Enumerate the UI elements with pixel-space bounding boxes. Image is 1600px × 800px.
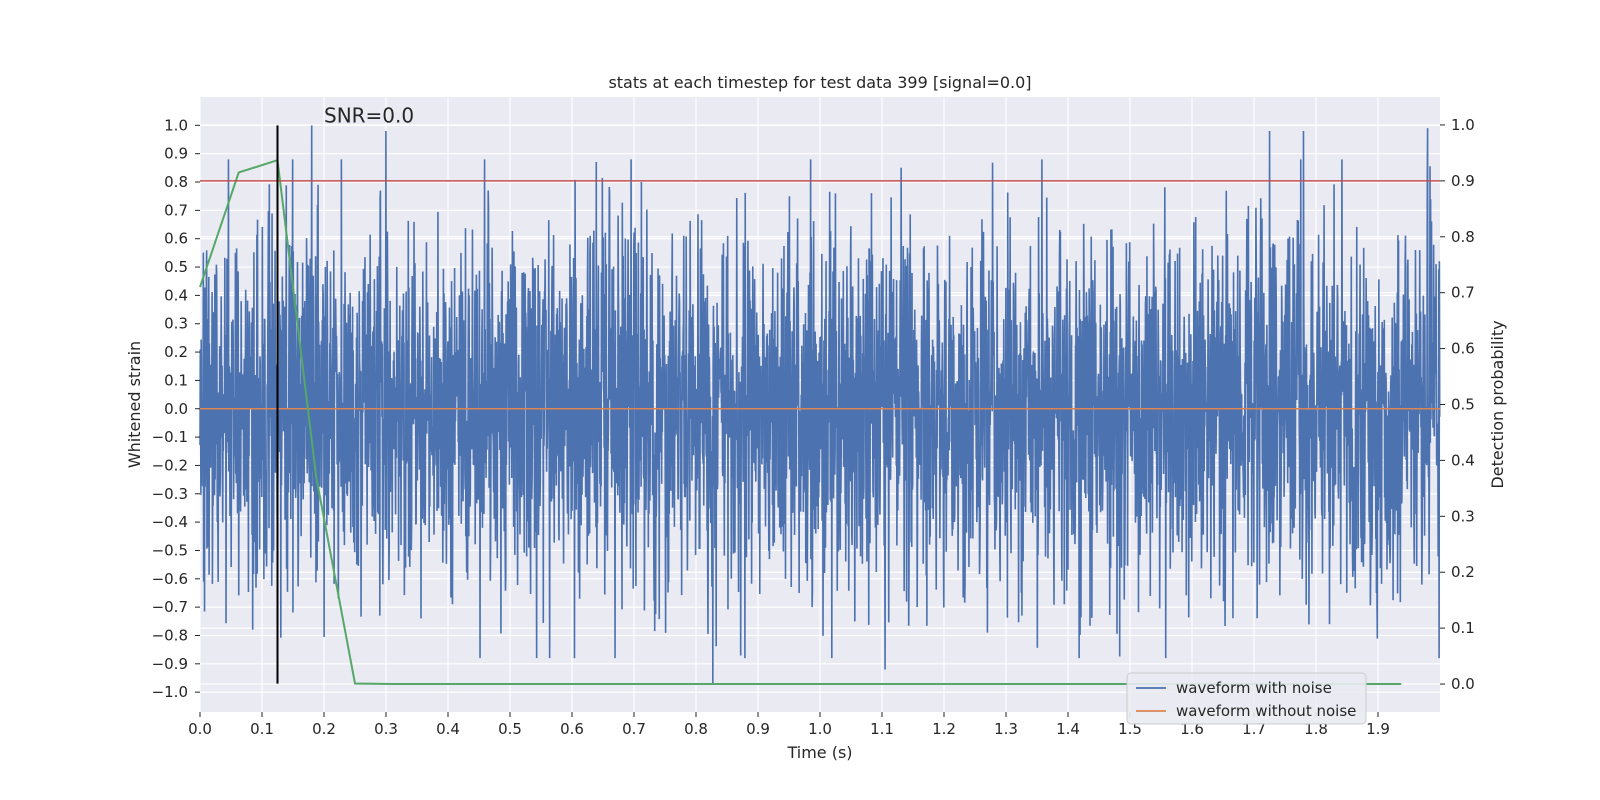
y-tick-label: 0.2 xyxy=(164,343,188,361)
y-axis-ticks: −1.0 −0.9 −0.8 −0.7 −0.6 −0.5 −0.4 −0.3 −0.2 −0.1… xyxy=(152,116,200,701)
legend-box xyxy=(1126,672,1367,725)
series-layer xyxy=(199,125,1441,686)
y-tick-label: 0.8 xyxy=(164,173,188,191)
x-tick-label: 1.4 xyxy=(1056,720,1080,738)
y-tick-label: 0.4 xyxy=(164,286,188,304)
y-axis-label: Whitened strain xyxy=(125,341,144,468)
x-tick-label: 0.2 xyxy=(312,720,336,738)
y-tick-label: 0.9 xyxy=(164,145,188,163)
y-tick-label: 0.7 xyxy=(164,201,188,219)
x-tick-label: 1.1 xyxy=(870,720,894,738)
x-tick-label: 1.0 xyxy=(808,720,832,738)
legend-label: waveform without noise xyxy=(1176,702,1356,720)
right-tick-label: 0.4 xyxy=(1451,451,1475,469)
y-tick-label: −0.4 xyxy=(152,513,188,531)
y-tick-label: −0.2 xyxy=(152,456,188,474)
y-tick-label: 1.0 xyxy=(164,116,188,134)
x-tick-label: 0.7 xyxy=(622,720,646,738)
x-tick-label: 0.6 xyxy=(560,720,584,738)
right-tick-label: 0.1 xyxy=(1451,619,1475,637)
snr-annotation: SNR=0.0 xyxy=(324,104,414,128)
x-tick-label: 1.3 xyxy=(994,720,1018,738)
y-tick-label: 0.5 xyxy=(164,258,188,276)
series-line-with-noise xyxy=(199,125,1441,684)
y-tick-label: 0.1 xyxy=(164,371,188,389)
x-tick-label: 0.5 xyxy=(498,720,522,738)
x-tick-label: 0.0 xyxy=(188,720,212,738)
right-axis-label: Detection probability xyxy=(1488,320,1507,488)
legend-label: waveform with noise xyxy=(1176,679,1332,697)
right-tick-label: 0.7 xyxy=(1451,284,1475,302)
y-tick-label: −0.8 xyxy=(152,626,188,644)
x-tick-label: 1.9 xyxy=(1366,720,1390,738)
right-axis-ticks: 0.0 0.1 0.2 0.3 0.4 0.5 0.6 0.7 0.8 0.9 1.0 xyxy=(1440,116,1475,693)
y-tick-label: 0.6 xyxy=(164,230,188,248)
y-tick-label: −0.9 xyxy=(152,655,188,673)
right-tick-label: 1.0 xyxy=(1451,116,1475,134)
y-tick-label: −0.3 xyxy=(152,485,188,503)
right-tick-label: 0.5 xyxy=(1451,396,1475,414)
series-line-detection-probability xyxy=(199,158,1402,686)
x-tick-label: 0.4 xyxy=(436,720,460,738)
y-tick-label: 0.0 xyxy=(164,400,188,418)
y-tick-label: 0.3 xyxy=(164,315,188,333)
chart-title: stats at each timestep for test data 399… xyxy=(608,73,1031,92)
right-tick-label: 0.3 xyxy=(1451,507,1475,525)
x-tick-label: 0.8 xyxy=(684,720,708,738)
annotations: SNR=0.0 xyxy=(324,104,414,128)
x-tick-label: 1.2 xyxy=(932,720,956,738)
right-tick-label: 0.8 xyxy=(1451,228,1475,246)
x-tick-label: 0.3 xyxy=(374,720,398,738)
right-tick-label: 0.9 xyxy=(1451,172,1475,190)
right-tick-label: 0.6 xyxy=(1451,340,1475,358)
y-tick-label: −0.7 xyxy=(152,598,188,616)
right-tick-label: 0.2 xyxy=(1451,563,1475,581)
legend: waveform with noise waveform without nois… xyxy=(1126,672,1367,725)
right-tick-label: 0.0 xyxy=(1451,675,1475,693)
x-tick-label: 0.9 xyxy=(746,720,770,738)
y-tick-label: −0.1 xyxy=(152,428,188,446)
x-tick-label: 0.1 xyxy=(250,720,274,738)
y-tick-label: −0.5 xyxy=(152,541,188,559)
y-tick-label: −0.6 xyxy=(152,570,188,588)
y-tick-label: −1.0 xyxy=(152,683,188,701)
x-axis-label: Time (s) xyxy=(786,743,852,762)
